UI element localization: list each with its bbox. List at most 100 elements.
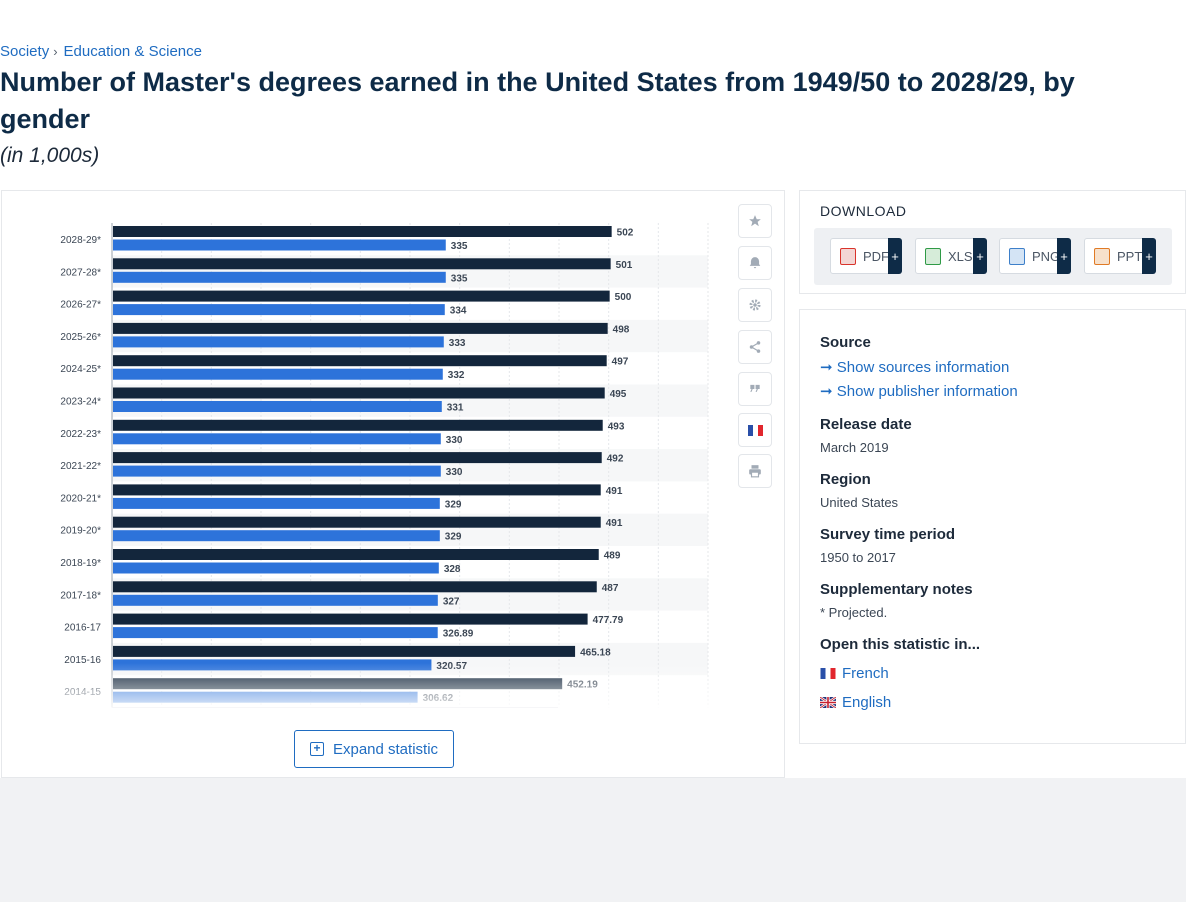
data-label: 335 xyxy=(451,241,468,252)
bar[interactable] xyxy=(113,258,611,270)
bar[interactable] xyxy=(113,627,438,639)
data-label: 333 xyxy=(449,338,466,349)
breadcrumb-separator: › xyxy=(53,44,58,59)
data-label: 329 xyxy=(445,499,462,510)
download-ppt-button[interactable]: PPT + xyxy=(1084,238,1156,274)
print-icon xyxy=(749,465,761,478)
ppt-plus-button[interactable]: + xyxy=(1142,238,1156,274)
bookmark-button[interactable] xyxy=(738,204,772,238)
french-label: French xyxy=(842,665,889,682)
data-label: 335 xyxy=(451,273,468,284)
notification-button[interactable] xyxy=(738,246,772,280)
source-heading: Source xyxy=(820,334,871,351)
supplementary-notes-heading: Supplementary notes xyxy=(820,581,973,598)
bell-icon xyxy=(749,257,761,269)
uk-flag-icon xyxy=(820,697,836,708)
y-tick-label: 2026-27* xyxy=(60,300,101,311)
bar[interactable] xyxy=(113,368,443,380)
download-pdf-button[interactable]: PDF + xyxy=(830,238,902,274)
bar[interactable] xyxy=(113,401,442,412)
bar[interactable] xyxy=(113,530,440,542)
data-label: 334 xyxy=(450,306,467,317)
bar[interactable] xyxy=(113,465,441,477)
gear-icon xyxy=(749,299,761,311)
bar[interactable] xyxy=(113,290,610,302)
y-tick-label: 2016-17 xyxy=(64,623,101,634)
data-label: 495 xyxy=(610,389,627,400)
bar[interactable] xyxy=(113,336,444,348)
bar[interactable] xyxy=(113,645,576,657)
data-label: 329 xyxy=(445,532,462,543)
download-png-label: PNG xyxy=(1032,248,1061,264)
xls-plus-button[interactable]: + xyxy=(973,238,987,274)
region-value: United States xyxy=(820,495,899,510)
data-label: 328 xyxy=(444,564,461,575)
bar[interactable] xyxy=(113,549,599,560)
bar[interactable] xyxy=(113,562,439,574)
data-label: 330 xyxy=(446,435,463,446)
y-tick-label: 2019-20* xyxy=(60,526,101,537)
download-xls-button[interactable]: XLS + xyxy=(915,238,987,274)
french-version-button[interactable] xyxy=(738,413,772,447)
share-icon xyxy=(749,341,761,353)
bar[interactable] xyxy=(113,433,441,445)
bar[interactable] xyxy=(113,304,445,316)
y-tick-label: 2023-24* xyxy=(60,397,101,408)
share-button[interactable] xyxy=(738,330,772,364)
breadcrumb-education-science[interactable]: Education & Science xyxy=(63,43,202,60)
settings-button[interactable] xyxy=(738,288,772,322)
bar[interactable] xyxy=(113,497,440,509)
page-title: Number of Master's degrees earned in the… xyxy=(0,67,1075,134)
data-label: 497 xyxy=(612,357,629,368)
png-file-icon xyxy=(1009,247,1025,265)
bar[interactable] xyxy=(113,387,605,399)
chart-card: 2028-29* 502 335 2027-28* 501 335 2026-27* 500 3… xyxy=(1,190,785,778)
chart-fade-overlay xyxy=(2,663,722,711)
download-toolbar: PDF + XLS + PNG + PPT + xyxy=(814,228,1172,285)
data-label: 477.79 xyxy=(593,615,624,626)
data-label: 500 xyxy=(615,292,632,303)
show-sources-link[interactable]: ➞ Show sources information xyxy=(820,358,1009,376)
bar[interactable] xyxy=(113,594,438,606)
expand-statistic-button[interactable]: + Expand statistic xyxy=(294,730,454,768)
download-ppt-label: PPT xyxy=(1117,248,1143,264)
show-publisher-link[interactable]: ➞ Show publisher information xyxy=(820,382,1018,400)
pdf-plus-button[interactable]: + xyxy=(888,238,902,274)
quote-icon xyxy=(750,384,760,392)
data-label: 498 xyxy=(613,324,630,335)
bar[interactable] xyxy=(113,239,446,251)
data-label: 491 xyxy=(606,518,623,529)
bar[interactable] xyxy=(113,355,607,367)
data-label: 330 xyxy=(446,467,463,478)
open-in-english-link[interactable]: English xyxy=(820,694,891,711)
download-heading: DOWNLOAD xyxy=(820,203,907,219)
png-plus-button[interactable]: + xyxy=(1057,238,1071,274)
bar[interactable] xyxy=(113,581,597,593)
cite-button[interactable] xyxy=(738,372,772,406)
expand-plus-icon: + xyxy=(309,742,324,756)
data-label: 493 xyxy=(608,421,625,432)
breadcrumb: Society › Education & Science xyxy=(0,43,202,60)
bar[interactable] xyxy=(113,452,602,464)
region-heading: Region xyxy=(820,471,871,488)
breadcrumb-society[interactable]: Society xyxy=(0,43,50,60)
bar[interactable] xyxy=(113,484,601,496)
print-button[interactable] xyxy=(738,454,772,488)
open-in-french-link[interactable]: French xyxy=(820,665,889,682)
bar[interactable] xyxy=(113,271,446,283)
y-tick-label: 2022-23* xyxy=(60,429,101,440)
release-date-value: March 2019 xyxy=(820,440,889,455)
expand-statistic-label: Expand statistic xyxy=(332,740,439,758)
data-label: 487 xyxy=(602,583,619,594)
download-pdf-label: PDF xyxy=(863,248,889,264)
bar[interactable] xyxy=(113,322,608,334)
bar[interactable] xyxy=(113,516,601,528)
bar[interactable] xyxy=(113,226,612,237)
survey-period-heading: Survey time period xyxy=(820,526,956,543)
data-label: 331 xyxy=(447,403,464,414)
bar[interactable] xyxy=(113,613,588,625)
download-png-button[interactable]: PNG + xyxy=(999,238,1071,274)
survey-period-value: 1950 to 2017 xyxy=(820,550,896,565)
bar[interactable] xyxy=(113,419,603,431)
data-label: 491 xyxy=(606,486,623,497)
